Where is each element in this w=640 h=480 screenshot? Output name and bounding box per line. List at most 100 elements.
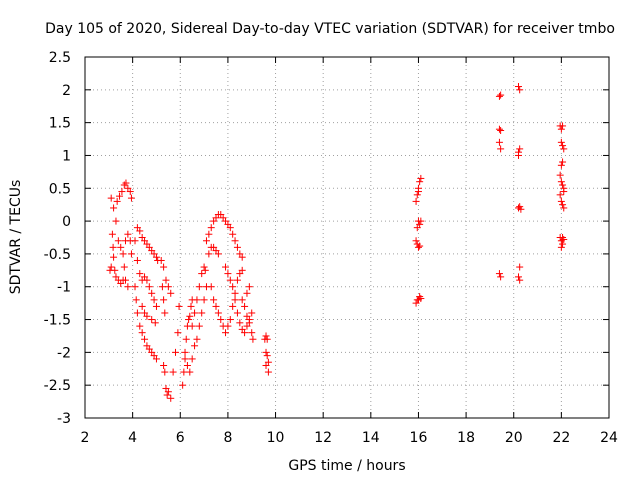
y-tick-label: -1: [57, 280, 71, 296]
data-point: [164, 283, 172, 291]
x-axis-title: GPS time / hours: [288, 458, 405, 474]
data-point: [222, 329, 230, 337]
data-point: [181, 355, 189, 363]
x-tick-label: 10: [267, 430, 285, 446]
data-point: [416, 220, 424, 228]
data-point: [233, 243, 241, 251]
data-point: [560, 204, 568, 212]
data-point: [164, 388, 172, 396]
data-point: [559, 122, 567, 130]
y-tick-label: 2.5: [49, 50, 71, 66]
data-point: [245, 283, 253, 291]
data-point: [114, 237, 122, 245]
data-point: [264, 368, 272, 376]
data-point: [412, 237, 420, 245]
data-point: [559, 181, 567, 189]
data-point: [124, 283, 132, 291]
data-point: [560, 184, 568, 192]
data-point: [559, 158, 567, 166]
data-point: [110, 253, 118, 261]
y-tick-label: 1: [62, 148, 71, 164]
y-tick-label: -3: [57, 411, 71, 427]
y-tick-label: 2: [62, 83, 71, 99]
x-tick-label: 4: [128, 430, 137, 446]
data-point: [412, 197, 420, 205]
data-point: [143, 312, 151, 320]
data-point: [161, 309, 169, 317]
data-point: [121, 276, 129, 284]
data-point: [112, 217, 120, 225]
data-point: [157, 256, 165, 264]
data-point: [231, 237, 239, 245]
data-point: [495, 270, 503, 278]
data-point: [119, 250, 127, 258]
data-points: [106, 83, 568, 402]
data-point: [417, 217, 425, 225]
data-point: [416, 178, 424, 186]
data-point: [226, 224, 234, 232]
data-point: [514, 151, 522, 159]
data-point: [120, 263, 128, 271]
data-point: [217, 316, 225, 324]
data-point: [118, 188, 126, 196]
data-point: [160, 296, 168, 304]
data-point: [198, 309, 206, 317]
data-point: [495, 92, 503, 100]
data-point: [205, 250, 213, 258]
y-tick-label: 0.5: [49, 181, 71, 197]
x-tick-label: 8: [223, 430, 232, 446]
data-point: [557, 178, 565, 186]
data-point: [243, 312, 251, 320]
data-point: [559, 142, 567, 150]
data-point: [263, 335, 271, 343]
data-point: [249, 335, 257, 343]
data-point: [127, 250, 135, 258]
data-point: [152, 355, 160, 363]
data-point: [106, 266, 114, 274]
data-point: [186, 312, 194, 320]
data-point: [138, 302, 146, 310]
data-point: [108, 230, 116, 238]
data-point: [136, 322, 144, 330]
data-point: [202, 237, 210, 245]
x-tick-label: 18: [457, 430, 475, 446]
data-point: [248, 309, 256, 317]
data-point: [193, 296, 201, 304]
data-point: [110, 204, 118, 212]
data-point: [151, 319, 159, 327]
data-point: [127, 194, 135, 202]
data-point: [169, 368, 177, 376]
data-point: [136, 270, 144, 278]
data-point: [160, 263, 168, 271]
data-point: [262, 332, 270, 340]
x-tick-label: 20: [505, 430, 523, 446]
data-point: [231, 296, 239, 304]
data-point: [152, 253, 160, 261]
data-point: [205, 230, 213, 238]
y-tick-label: -0.5: [44, 247, 71, 263]
data-point: [517, 205, 525, 213]
data-point: [559, 201, 567, 209]
data-point: [131, 283, 139, 291]
data-point: [131, 237, 139, 245]
data-point: [241, 329, 249, 337]
data-point: [497, 91, 505, 99]
data-point: [158, 283, 166, 291]
chart-title: Day 105 of 2020, Sidereal Day-to-day VTE…: [45, 21, 615, 37]
data-point: [229, 230, 237, 238]
data-point: [557, 138, 565, 146]
data-point: [495, 138, 503, 146]
data-point: [148, 289, 156, 297]
data-point: [116, 192, 124, 200]
x-tick-label: 6: [176, 430, 185, 446]
x-tick-label: 24: [600, 430, 618, 446]
y-axis-title: SDTVAR / TECUs: [8, 180, 24, 295]
data-point: [182, 335, 190, 343]
data-point: [187, 302, 195, 310]
data-point: [163, 391, 171, 399]
data-point: [557, 161, 565, 169]
data-point: [514, 273, 522, 281]
data-point: [181, 348, 189, 356]
data-point: [152, 302, 160, 310]
